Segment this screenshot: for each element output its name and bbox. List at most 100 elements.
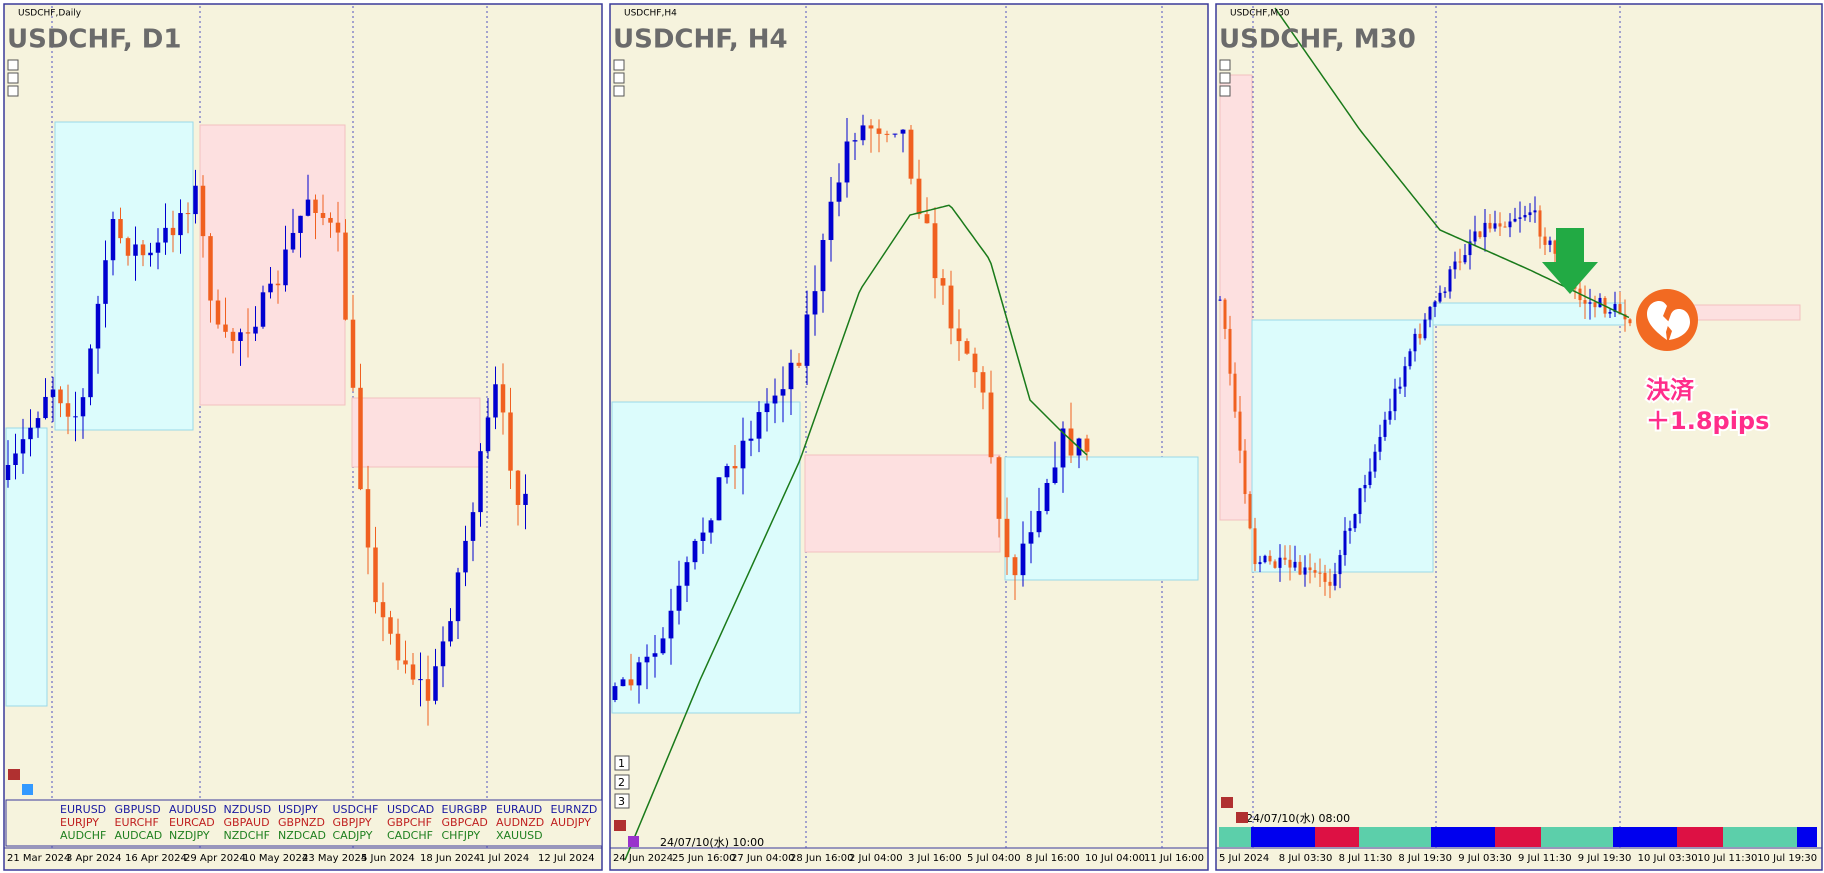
candle-body <box>884 133 890 135</box>
candle-body <box>1518 217 1522 219</box>
symbol-button[interactable]: EURAUD <box>496 803 542 816</box>
candle-body <box>1503 226 1507 228</box>
signal-bar <box>1251 827 1315 847</box>
scale-button[interactable] <box>7 59 19 71</box>
symbol-button[interactable]: NZDCHF <box>224 829 271 842</box>
candle-body <box>1303 567 1307 575</box>
annotation-label: 決済 <box>1646 376 1695 404</box>
scale-button[interactable] <box>613 85 625 97</box>
close-button[interactable] <box>1236 812 1248 823</box>
candle-body <box>455 572 461 622</box>
candle-body <box>1283 557 1287 560</box>
info-button[interactable] <box>22 784 33 795</box>
symbol-button[interactable]: GBPUSD <box>115 803 161 816</box>
scale-button[interactable] <box>7 72 19 84</box>
candle-body <box>155 242 161 253</box>
candle-body <box>343 232 348 320</box>
zone-box <box>199 124 346 406</box>
scale-button[interactable] <box>613 72 625 84</box>
close-button[interactable] <box>1221 797 1233 808</box>
date-label: 10 Jul 19:30 <box>1757 853 1817 864</box>
date-label: 3 Apr 2024 <box>66 853 121 864</box>
date-label: 21 Mar 2024 <box>7 853 70 864</box>
symbol-button[interactable]: AUDCHF <box>60 829 106 842</box>
symbol-button[interactable]: GBPJPY <box>333 816 372 829</box>
candle-body <box>440 641 446 667</box>
scale-button[interactable] <box>1219 85 1231 97</box>
symbol-button[interactable]: EURGBP <box>442 803 488 816</box>
candle-body <box>478 451 483 513</box>
symbol-button[interactable]: CHFJPY <box>442 829 481 842</box>
symbol-button[interactable]: AUDNZD <box>496 816 544 829</box>
scale-button[interactable] <box>1219 59 1231 71</box>
candle-body <box>1273 561 1277 568</box>
symbol-button[interactable]: CADCHF <box>387 829 433 842</box>
symbol-button[interactable]: AUDUSD <box>169 803 217 816</box>
layer-button[interactable] <box>614 755 630 771</box>
candle-body <box>788 362 794 390</box>
symbol-button[interactable]: AUDCAD <box>115 829 163 842</box>
candle-body <box>223 324 228 332</box>
symbol-button[interactable]: CADJPY <box>333 829 373 842</box>
candle-body <box>1498 223 1502 227</box>
layer-button[interactable] <box>614 793 630 809</box>
chart-title: USDCHF, D1 <box>7 25 181 55</box>
candle-body <box>812 291 818 315</box>
symbol-button[interactable]: USDJPY <box>278 803 318 816</box>
close-button[interactable] <box>8 769 20 780</box>
scale-button[interactable] <box>1219 72 1231 84</box>
candle-body <box>410 664 416 680</box>
symbol-button[interactable]: NZDUSD <box>224 803 272 816</box>
symbol-button[interactable]: EURJPY <box>60 816 99 829</box>
candle-body <box>1333 574 1337 586</box>
symbol-button[interactable]: USDCHF <box>333 803 379 816</box>
candle-body <box>844 141 850 183</box>
candle-body <box>1508 221 1512 228</box>
date-label: 27 Jun 04:00 <box>731 853 795 864</box>
candle-body <box>1028 532 1034 544</box>
date-label: 3 Jul 16:00 <box>908 853 962 864</box>
date-label: 24 Jun 2024 <box>613 853 673 864</box>
candle-body <box>652 653 658 657</box>
candle-body <box>1248 494 1252 529</box>
symbol-button[interactable]: GBPNZD <box>278 816 325 829</box>
date-label: 9 Jul 11:30 <box>1518 853 1572 864</box>
symbol-button[interactable]: GBPAUD <box>224 816 270 829</box>
candle-body <box>1373 451 1377 472</box>
symbol-button[interactable]: EURUSD <box>60 803 106 816</box>
scale-button[interactable] <box>7 85 19 97</box>
candle-body <box>1328 581 1332 586</box>
candle-body <box>1588 302 1592 304</box>
candle-body <box>1598 297 1602 308</box>
signal-bar <box>1495 827 1541 847</box>
symbol-button[interactable]: GBPCAD <box>442 816 488 829</box>
symbol-button[interactable]: EURNZD <box>551 803 598 816</box>
symbol-button[interactable]: GBPCHF <box>387 816 432 829</box>
candle-body <box>940 278 946 286</box>
symbol-button[interactable]: EURCHF <box>115 816 159 829</box>
chart-title: USDCHF, M30 <box>1219 25 1416 55</box>
symbol-button[interactable]: AUDJPY <box>551 816 592 829</box>
scale-button[interactable] <box>613 59 625 71</box>
symbol-button[interactable]: EURCAD <box>169 816 215 829</box>
symbol-grid <box>5 799 603 847</box>
candle-body <box>238 332 243 341</box>
signal-bar <box>1677 827 1723 847</box>
date-label: 9 Jul 19:30 <box>1578 853 1632 864</box>
candle-body <box>1068 428 1074 456</box>
mode-button[interactable] <box>628 836 639 847</box>
candle-body <box>780 389 786 396</box>
candle-body <box>485 417 491 452</box>
symbol-button[interactable]: XAUUSD <box>496 829 543 842</box>
chart-window: USDCHF,M30 USDCHF, M30 5 Jul 2024 8 Jul 03:… <box>1215 3 1823 871</box>
candle-body <box>828 201 834 241</box>
symbol-button[interactable]: USDCAD <box>387 803 434 816</box>
symbol-button[interactable]: NZDJPY <box>169 829 210 842</box>
candle-body <box>612 686 618 700</box>
close-button[interactable] <box>614 820 626 831</box>
symbol-button[interactable]: NZDCAD <box>278 829 326 842</box>
candle-body <box>996 457 1002 519</box>
candle-body <box>924 214 930 224</box>
candle-body <box>448 621 453 642</box>
layer-button[interactable] <box>614 774 630 790</box>
